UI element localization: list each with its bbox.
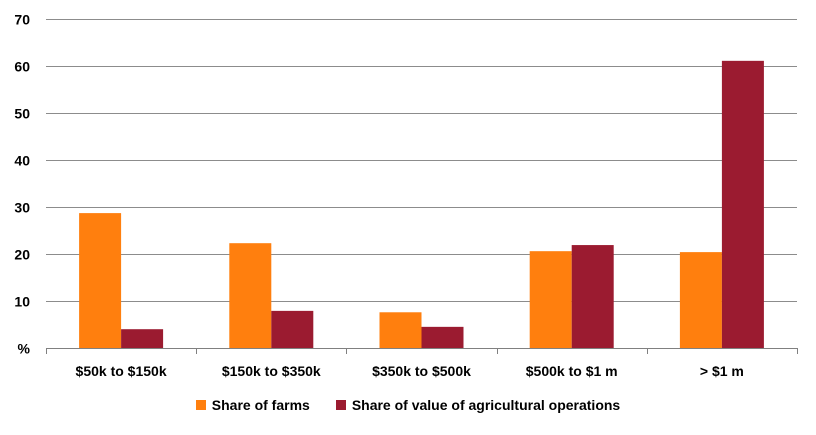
bar-share-of-farms — [529, 251, 572, 348]
y-tick-label: 10 — [14, 294, 30, 310]
legend-item-share-of-farms: Share of farms — [195, 397, 310, 413]
y-tick-label: 20 — [14, 247, 30, 263]
x-tick-label: $350k to $500k — [372, 363, 471, 379]
y-tick-label: 60 — [14, 59, 30, 75]
legend-swatch-share-of-value — [335, 400, 346, 410]
legend-swatch-share-of-farms — [195, 400, 206, 410]
bar-share-of-farms — [229, 243, 272, 348]
x-tick-label: > $1 m — [700, 363, 744, 379]
y-tick-label: 50 — [14, 106, 30, 122]
bar-share-of-farms — [679, 252, 722, 348]
bar-share-of-value — [571, 245, 614, 348]
bar-share-of-farms — [379, 312, 422, 348]
x-tick-label: $150k to $350k — [222, 363, 321, 379]
y-tick-label: % — [18, 341, 31, 357]
y-tick-label: 30 — [14, 200, 30, 216]
bar-share-of-value — [721, 60, 764, 349]
bar-share-of-farms — [79, 213, 122, 348]
x-tick-label: $50k to $150k — [76, 363, 167, 379]
y-tick-label: 40 — [14, 153, 30, 169]
bar-share-of-value — [121, 329, 164, 348]
bar-share-of-value — [421, 326, 464, 348]
legend-label-share-of-value: Share of value of agricultural operation… — [351, 397, 621, 413]
legend-item-share-of-value: Share of value of agricultural operation… — [335, 397, 621, 413]
x-tick-label: $500k to $1 m — [526, 363, 618, 379]
bar-share-of-value — [271, 310, 314, 348]
y-tick-label: 70 — [14, 12, 30, 28]
legend: Share of farms Share of value of agricul… — [0, 397, 816, 413]
legend-label-share-of-farms: Share of farms — [211, 397, 310, 413]
bar-chart: % 10 20 30 40 50 60 70 $50k to $150k $150k to $35… — [14, 12, 798, 379]
